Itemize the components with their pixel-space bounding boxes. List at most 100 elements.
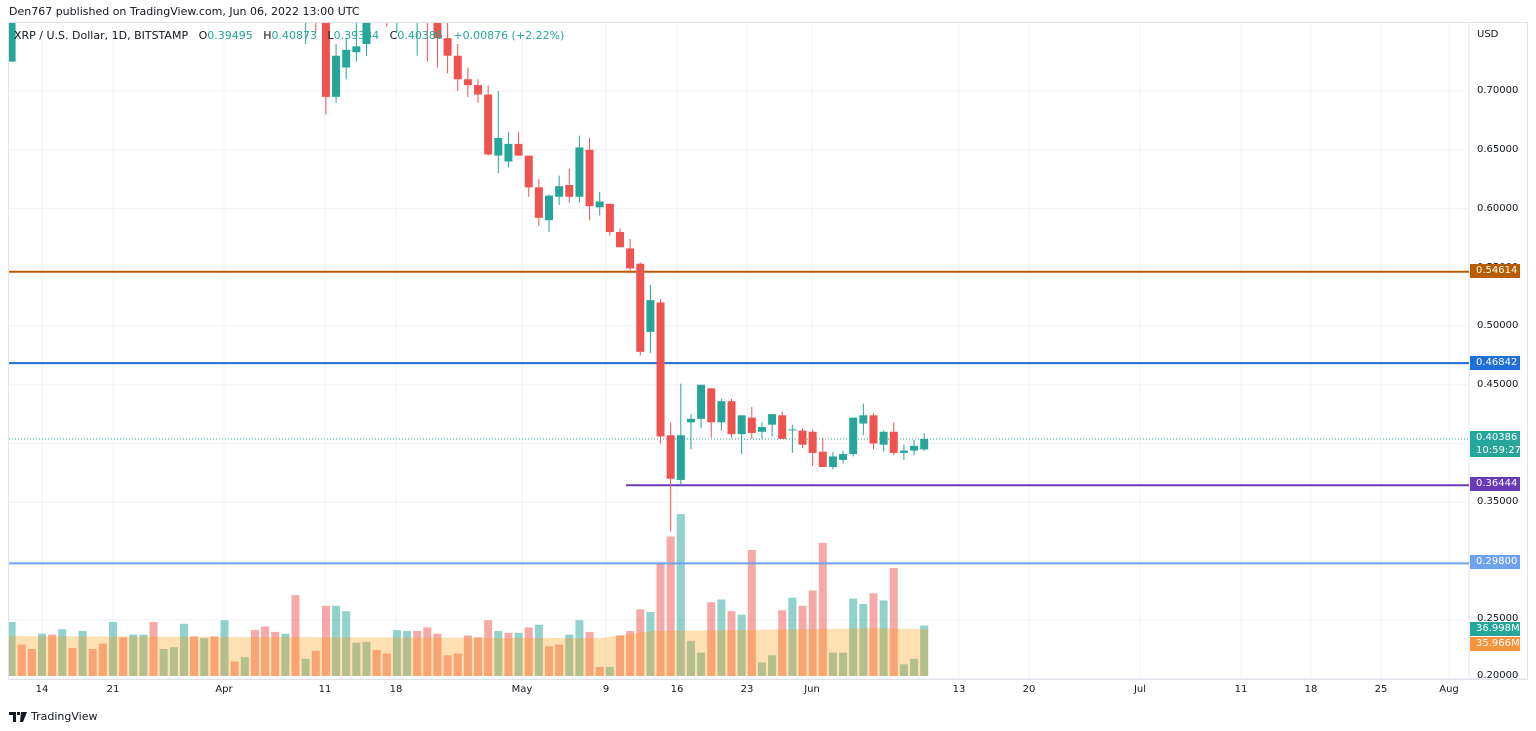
volume-bar — [747, 550, 756, 676]
candle-body — [768, 414, 777, 425]
change-value: +0.00876 (+2.22%) — [453, 29, 565, 42]
candle-body — [910, 445, 919, 451]
candle-body — [534, 187, 543, 218]
candle-body — [788, 429, 797, 431]
time-tick-label: 18 — [1304, 684, 1318, 695]
volume-bar — [78, 631, 87, 676]
volume-bar — [524, 627, 533, 676]
time-tick-label: 11 — [1234, 684, 1248, 695]
volume-bar — [271, 631, 280, 676]
tradingview-logo-icon — [9, 711, 27, 722]
candle-body — [615, 232, 624, 248]
time-tick-label: 21 — [106, 684, 120, 695]
candle-body — [676, 435, 685, 480]
volume-bar — [38, 633, 46, 676]
price-tick-label: 0.35000 — [1477, 496, 1519, 507]
candle-body — [545, 195, 553, 221]
volume-bar — [342, 611, 351, 676]
time-tick-label: 20 — [1022, 684, 1036, 695]
candle-body — [859, 415, 868, 424]
candle-body — [899, 450, 908, 453]
candle-body — [302, 9, 310, 21]
price-tick-label: 0.45000 — [1477, 379, 1519, 390]
candle-body — [292, 3, 300, 21]
time-tick-label: 23 — [740, 684, 754, 695]
candle-body — [666, 435, 675, 479]
bar-countdown: 10:59:27 — [1476, 445, 1521, 456]
volume-bar — [108, 622, 117, 676]
volume-bar — [423, 627, 432, 676]
volume-bar — [889, 568, 898, 676]
candle-body — [839, 454, 848, 460]
volume-bar — [514, 632, 523, 676]
volume-bar — [879, 600, 888, 676]
volume-bar — [808, 590, 817, 676]
volume-bar — [291, 595, 300, 676]
volume-bar — [27, 649, 36, 676]
candle-body — [626, 248, 635, 269]
volume-bar — [392, 630, 401, 676]
candle-body — [818, 451, 827, 467]
volume-bar — [656, 563, 665, 676]
candle-body — [656, 302, 665, 437]
volume-bar — [697, 652, 706, 676]
volume-bar — [545, 646, 553, 676]
tag-support: 0.36444 — [1470, 477, 1520, 491]
volume-bar — [261, 626, 270, 676]
volume-bar — [636, 609, 645, 676]
volume-bar — [463, 635, 472, 676]
volume-bar — [585, 631, 594, 676]
candle-body — [38, 0, 46, 3]
candle-body — [697, 384, 706, 419]
volume-bar — [250, 630, 259, 676]
volume-bar — [443, 655, 452, 676]
volume-ma-area — [9, 628, 929, 676]
candle-body — [514, 143, 523, 156]
volume-bar — [818, 542, 827, 676]
volume-bar — [555, 644, 564, 676]
candle-body — [342, 49, 351, 68]
volume-bar — [595, 667, 604, 676]
volume-bar — [494, 631, 503, 676]
time-tick-label: May — [511, 684, 533, 695]
volume-bar — [17, 644, 26, 676]
time-tick-label: 25 — [1374, 684, 1388, 695]
candle-body — [433, 23, 442, 39]
candle-body — [575, 147, 584, 197]
tradingview-logo[interactable]: TradingView — [9, 710, 97, 723]
candle-body — [494, 138, 503, 156]
candle-body — [727, 401, 736, 435]
candle-body — [332, 55, 341, 97]
time-tick-label: Aug — [1439, 684, 1459, 695]
volume-bar — [798, 605, 807, 676]
time-tick-label: 14 — [35, 684, 49, 695]
candle-body — [312, 9, 320, 21]
tag-volume-ma: 35.966M — [1470, 637, 1520, 651]
volume-bar — [68, 648, 77, 676]
candle-body — [504, 143, 513, 162]
volume-bar — [778, 610, 787, 676]
high-value: 0.40873 — [271, 29, 318, 42]
volume-bar — [281, 633, 290, 676]
price-tick-label: 0.50000 — [1477, 320, 1519, 331]
volume-bar — [58, 629, 67, 676]
open-value: 0.39495 — [207, 29, 253, 42]
volume-bar — [230, 661, 239, 676]
close-value: 0.40386 — [397, 29, 443, 42]
candle-body — [393, 0, 401, 3]
volume-bar — [646, 612, 655, 676]
price-tick-label: 0.65000 — [1477, 144, 1519, 155]
volume-bar — [129, 634, 138, 676]
candle-body — [798, 430, 807, 445]
time-tick-label: Apr — [215, 684, 233, 695]
volume-bar — [362, 641, 371, 676]
price-tick-label: 0.25000 — [1477, 613, 1519, 624]
volume-bar — [666, 536, 675, 676]
candle-body — [920, 438, 929, 450]
time-tick-label: 18 — [389, 684, 403, 695]
candle-body — [474, 85, 483, 95]
candle-body — [828, 456, 837, 467]
volume-bar — [626, 631, 635, 676]
volume-bar — [615, 635, 624, 676]
